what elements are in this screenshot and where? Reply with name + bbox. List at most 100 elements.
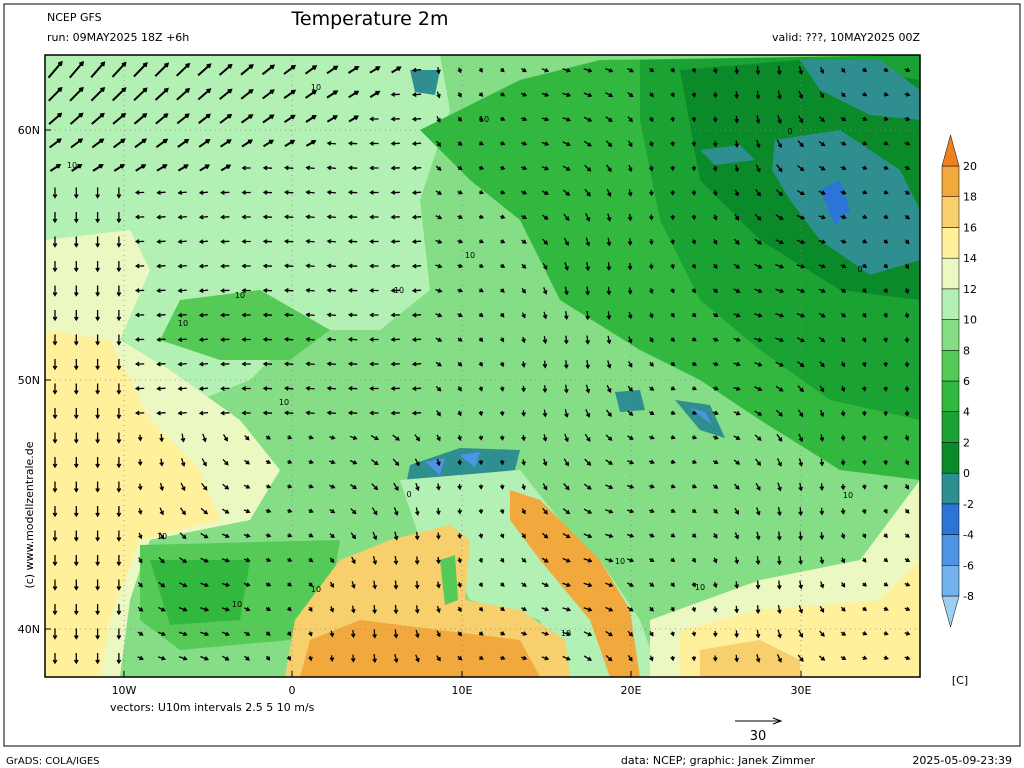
colorbar-band <box>941 442 960 474</box>
wind-arrow <box>777 114 782 125</box>
wind-arrow <box>670 606 675 612</box>
wind-arrow <box>500 116 506 121</box>
wind-arrow <box>329 655 335 662</box>
wind-arrow <box>435 165 442 171</box>
wind-arrow <box>326 263 336 269</box>
wind-arrow <box>411 239 422 244</box>
wind-arrow <box>840 532 846 540</box>
wind-arrow <box>411 141 422 146</box>
wind-arrow <box>563 335 569 345</box>
wind-arrow <box>648 410 655 415</box>
wind-arrow <box>350 484 358 490</box>
wind-arrow <box>52 432 58 444</box>
wind-arrow <box>347 165 358 171</box>
wind-arrow <box>541 532 549 539</box>
wind-arrow <box>754 263 763 269</box>
wind-arrow <box>369 312 379 318</box>
wind-arrow <box>390 141 400 146</box>
wind-arrow <box>605 434 613 441</box>
wind-arrow <box>435 215 443 220</box>
wind-arrow <box>542 311 548 320</box>
wind-arrow <box>435 288 443 293</box>
wind-arrow <box>372 580 378 590</box>
wind-arrow <box>369 90 381 98</box>
wind-arrow <box>733 263 741 269</box>
wind-arrow <box>372 654 377 664</box>
contour-label: 10 <box>178 319 188 328</box>
wind-arrow <box>436 483 441 491</box>
field-mediterranean-warm <box>300 620 540 677</box>
wind-arrow <box>48 86 63 102</box>
wind-arrow <box>116 481 122 493</box>
wind-arrow <box>862 606 868 611</box>
wind-arrow <box>776 65 782 76</box>
wind-arrow <box>796 190 805 196</box>
wind-arrow <box>113 138 126 149</box>
wind-arrow <box>73 555 79 567</box>
wind-arrow <box>265 435 271 440</box>
wind-arrow <box>499 386 505 392</box>
wind-arrow <box>840 165 847 171</box>
wind-arrow <box>777 604 782 615</box>
wind-arrow <box>883 312 888 319</box>
wind-arrow <box>134 138 147 149</box>
wind-arrow <box>563 384 569 394</box>
wind-arrow <box>73 506 79 518</box>
wind-arrow <box>733 435 741 440</box>
wind-arrow <box>284 386 294 391</box>
wind-arrow <box>177 288 187 293</box>
wind-arrow <box>563 458 569 467</box>
wind-arrow <box>819 91 825 99</box>
wind-arrow <box>797 385 804 393</box>
colorbar-band <box>941 472 960 505</box>
wind-arrow <box>284 214 294 220</box>
wind-arrow <box>116 261 122 273</box>
wind-arrow <box>177 239 187 244</box>
wind-arrow <box>775 263 785 269</box>
lat-label: 40N <box>18 623 40 636</box>
wind-arrow <box>220 139 232 148</box>
wind-arrow <box>202 433 207 443</box>
wind-arrow <box>626 484 635 489</box>
wind-arrow <box>305 410 315 416</box>
wind-arrow <box>134 337 145 342</box>
wind-arrow <box>562 508 571 515</box>
wind-arrow <box>712 214 718 221</box>
wind-arrow <box>134 410 145 416</box>
wind-arrow <box>179 532 187 540</box>
wind-arrow <box>584 433 591 442</box>
wind-arrow <box>369 337 379 342</box>
colorbar-band <box>941 288 960 320</box>
wind-arrow <box>457 631 463 637</box>
wind-arrow <box>840 631 847 636</box>
wind-arrow <box>755 90 761 100</box>
wind-arrow <box>241 410 251 416</box>
wind-arrow <box>284 263 294 269</box>
wind-arrow <box>500 557 505 563</box>
wind-arrow <box>883 239 889 244</box>
wind-arrow <box>220 410 230 416</box>
wind-arrow <box>904 655 911 661</box>
wind-arrow <box>393 556 399 566</box>
wind-arrow <box>733 238 740 245</box>
wind-arrow <box>347 288 358 293</box>
wind-arrow <box>177 214 187 220</box>
wind-arrow <box>158 606 166 612</box>
wind-arrow <box>734 66 739 75</box>
wind-arrow <box>220 263 230 269</box>
wind-arrow <box>47 60 63 79</box>
wind-arrow <box>414 580 420 590</box>
contour-label: 10 <box>67 161 77 170</box>
wind-arrow <box>457 165 463 170</box>
wind-arrow <box>691 165 697 172</box>
wind-arrow <box>649 239 654 246</box>
wind-arrow <box>649 606 654 612</box>
wind-arrow <box>262 361 273 367</box>
wind-arrow <box>478 435 484 441</box>
wind-arrow <box>95 261 100 273</box>
wind-arrow <box>818 655 826 661</box>
wind-arrow <box>713 557 718 564</box>
wind-arrow <box>479 116 484 121</box>
wind-arrow <box>563 311 569 321</box>
wind-arrow <box>308 557 314 563</box>
